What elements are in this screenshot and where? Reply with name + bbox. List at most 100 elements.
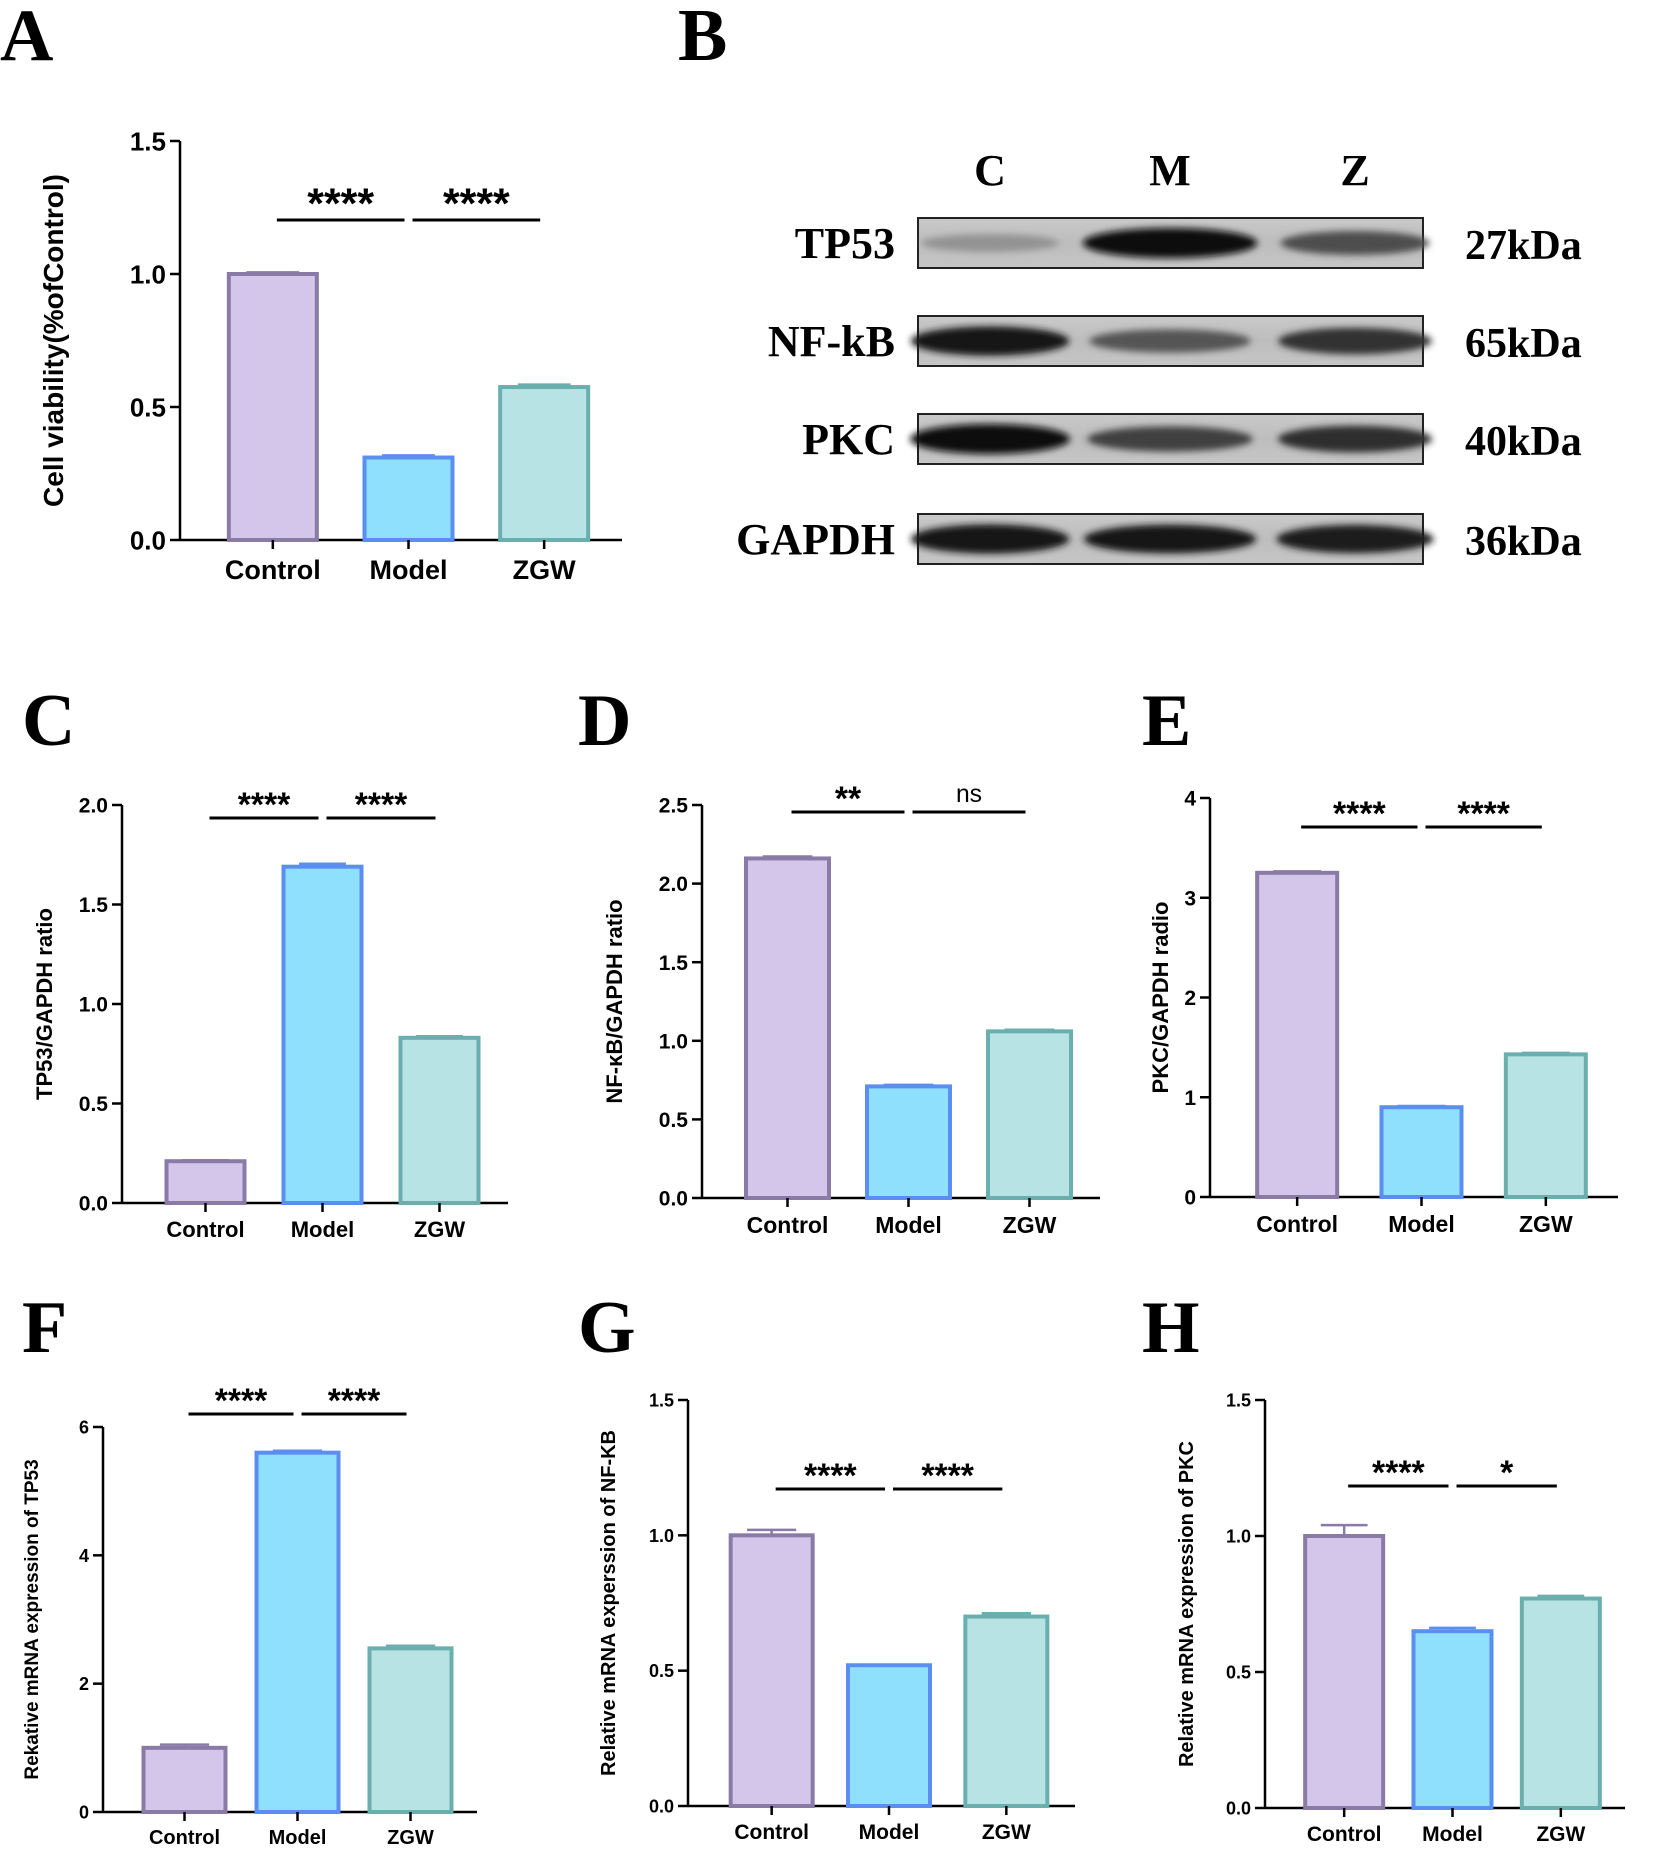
significance-label: **** bbox=[443, 180, 510, 228]
blot-row-pkc: PKC 40kDa bbox=[802, 413, 1582, 465]
bar-zgw bbox=[367, 1646, 454, 1814]
molecular-weight-label: 27kDa bbox=[1465, 223, 1582, 269]
x-tick-label: ZGW bbox=[414, 1217, 466, 1242]
y-tick-label: 2.5 bbox=[659, 795, 689, 818]
y-tick-label: 1.5 bbox=[659, 952, 689, 975]
bar-model bbox=[362, 455, 455, 543]
molecular-weight-label: 40kDa bbox=[1465, 419, 1582, 465]
protein-label: NF-kB bbox=[768, 317, 895, 366]
blot-row-gapdh: GAPDH 36kDa bbox=[736, 513, 1582, 565]
significance-label: ns bbox=[956, 781, 982, 808]
bar-zgw bbox=[398, 1035, 481, 1205]
y-tick-label: 0.5 bbox=[649, 1661, 674, 1681]
significance-label: **** bbox=[1372, 1454, 1425, 1492]
blot-band bbox=[921, 234, 1059, 252]
significance-label: **** bbox=[804, 1457, 857, 1495]
protein-label: PKC bbox=[802, 415, 895, 464]
y-axis-label: NF-κB/GAPDH ratio bbox=[602, 899, 627, 1103]
y-tick-label: 1.0 bbox=[130, 259, 166, 289]
x-tick-label: Control bbox=[1256, 1211, 1338, 1237]
bar-control bbox=[164, 1159, 247, 1205]
y-axis-label: Relative mRNA expression of PKC bbox=[1176, 1441, 1198, 1767]
y-tick-label: 0.0 bbox=[649, 1796, 674, 1816]
panel-letter: B bbox=[678, 0, 727, 77]
bar-control bbox=[141, 1745, 228, 1815]
y-tick-label: 0.5 bbox=[79, 1093, 109, 1116]
y-tick-label: 0.0 bbox=[130, 525, 166, 555]
bar-control bbox=[744, 856, 831, 1200]
bar-control bbox=[728, 1533, 815, 1809]
panel-letter: G bbox=[578, 1287, 636, 1369]
protein-label: TP53 bbox=[795, 219, 895, 268]
significance-label: **** bbox=[921, 1457, 974, 1495]
y-tick-label: 0.5 bbox=[130, 392, 166, 422]
bar-zgw bbox=[1519, 1596, 1602, 1811]
y-tick-label: 0.0 bbox=[1226, 1798, 1251, 1818]
bar-model bbox=[1379, 1105, 1464, 1199]
y-tick-label: 0.5 bbox=[1226, 1662, 1251, 1682]
x-tick-label: Control bbox=[747, 1212, 829, 1238]
molecular-weight-label: 65kDa bbox=[1465, 321, 1582, 367]
x-tick-label: Model bbox=[291, 1217, 355, 1242]
y-tick-label: 1.5 bbox=[1226, 1390, 1251, 1410]
bar-model bbox=[1411, 1629, 1494, 1810]
significance-label: **** bbox=[355, 786, 408, 824]
y-tick-label: 1.0 bbox=[649, 1526, 674, 1546]
significance-label: **** bbox=[1333, 795, 1386, 833]
blot-band bbox=[1280, 231, 1430, 255]
molecular-weight-label: 36kDa bbox=[1465, 519, 1582, 565]
protein-label: GAPDH bbox=[736, 515, 895, 564]
significance-label: **** bbox=[328, 1382, 381, 1420]
bar-model bbox=[865, 1084, 952, 1200]
x-tick-label: Model bbox=[1422, 1823, 1483, 1846]
significance-label: ** bbox=[835, 780, 862, 818]
x-tick-label: ZGW bbox=[1536, 1823, 1585, 1846]
y-tick-label: 0 bbox=[1184, 1187, 1196, 1210]
bar-control bbox=[226, 272, 319, 542]
western-blot: B C M Z TP53 27kDa NF-kB 65kDa PKC 40kDa GAPDH 36kD… bbox=[678, 0, 1582, 565]
blot-row-nfkb: NF-kB 65kDa bbox=[768, 315, 1582, 367]
x-tick-label: ZGW bbox=[982, 1821, 1031, 1844]
y-tick-label: 0 bbox=[79, 1802, 89, 1822]
blot-row-tp53: TP53 27kDa bbox=[795, 217, 1582, 269]
y-axis-label: Cell viability(%ofControl) bbox=[38, 174, 69, 507]
y-tick-label: 2 bbox=[79, 1674, 89, 1694]
y-tick-label: 1.5 bbox=[79, 894, 109, 917]
bar-model bbox=[846, 1663, 932, 1808]
chart-panel-f: F 0 2 4 6 Rekative mRNA expression of TP53 Con… bbox=[22, 1287, 477, 1849]
y-tick-label: 0.0 bbox=[659, 1188, 688, 1211]
blot-band bbox=[910, 524, 1070, 554]
y-tick-label: 1 bbox=[1184, 1087, 1196, 1110]
x-tick-label: Model bbox=[370, 555, 448, 585]
bar-zgw bbox=[498, 385, 591, 542]
y-tick-label: 3 bbox=[1184, 887, 1196, 910]
y-axis-label: Rekative mRNA expression of TP53 bbox=[22, 1459, 43, 1779]
bar-zgw bbox=[986, 1029, 1073, 1201]
bar-control bbox=[1255, 870, 1340, 1199]
lane-label: M bbox=[1149, 146, 1191, 195]
x-tick-label: Model bbox=[859, 1821, 920, 1844]
blot-band bbox=[1082, 228, 1258, 258]
panel-letter: A bbox=[0, 0, 53, 77]
bar-control bbox=[1303, 1534, 1386, 1810]
bar-model bbox=[254, 1450, 341, 1814]
y-tick-label: 1.0 bbox=[79, 994, 108, 1017]
blot-band bbox=[1278, 327, 1432, 355]
bar-model bbox=[281, 864, 364, 1205]
y-tick-label: 0.0 bbox=[79, 1193, 108, 1216]
chart-panel-g: G 0.0 0.5 1.0 1.5 Relative mRNA experssion of… bbox=[578, 1287, 1075, 1844]
y-axis-label: Relative mRNA experssion of NF-KB bbox=[598, 1430, 620, 1776]
blot-band bbox=[1083, 524, 1257, 554]
y-tick-label: 2.0 bbox=[659, 873, 688, 896]
lane-label: C bbox=[974, 146, 1006, 195]
bar-zgw bbox=[1503, 1052, 1588, 1200]
x-tick-label: ZGW bbox=[387, 1827, 434, 1849]
x-tick-label: Control bbox=[1307, 1823, 1382, 1846]
y-tick-label: 2.0 bbox=[79, 795, 108, 818]
x-tick-label: Model bbox=[875, 1212, 941, 1238]
blot-band bbox=[1087, 426, 1253, 452]
blot-band bbox=[1089, 329, 1251, 353]
y-tick-label: 1.0 bbox=[659, 1030, 688, 1053]
